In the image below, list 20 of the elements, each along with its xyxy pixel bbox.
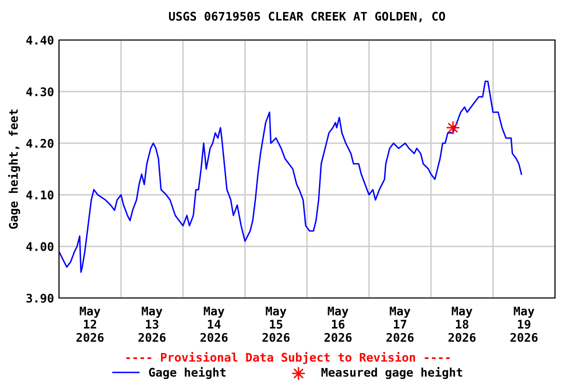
x-tick-label: May 12 2026 <box>76 306 104 342</box>
x-tick-label: May 15 2026 <box>262 306 290 342</box>
legend-label: Measured gage height <box>321 366 462 380</box>
y-axis-title: Gage height, feet <box>8 110 20 229</box>
chart-title: USGS 06719505 CLEAR CREEK AT GOLDEN, CO <box>169 12 446 22</box>
y-tick-label: 4.40 <box>26 36 54 45</box>
y-tick-label: 4.30 <box>26 87 54 96</box>
x-tick-label: May 14 2026 <box>200 306 228 342</box>
x-tick-label: May 19 2026 <box>510 306 538 342</box>
x-tick-label: May 17 2026 <box>386 306 414 342</box>
y-tick-label: 4.00 <box>26 242 54 252</box>
text: ---- Provisional Data Subject to Revision ---- <box>126 352 450 364</box>
y-tick-label: 4.10 <box>26 190 54 200</box>
legend-label: Gage height <box>149 366 226 380</box>
x-tick-label: May 16 2026 <box>324 306 352 342</box>
x-tick-label: May 13 2026 <box>138 306 166 342</box>
line-series <box>59 80 522 273</box>
x-tick-label: May 18 2026 <box>448 306 476 342</box>
y-tick-label: 4.20 <box>26 138 54 148</box>
y-tick-label: 3.90 <box>26 294 54 303</box>
